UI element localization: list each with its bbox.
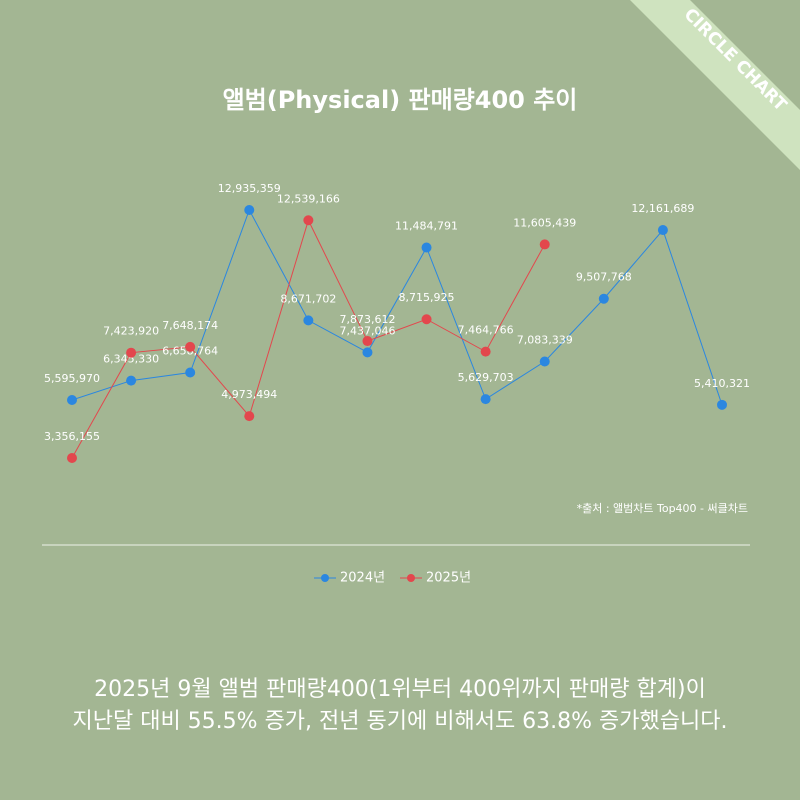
data-label: 7,648,174 [162, 319, 218, 332]
data-point [126, 347, 137, 358]
data-label: 9,507,768 [576, 271, 632, 284]
legend-label: 2024년 [340, 571, 385, 586]
source-note: *출처 : 앨범차트 Top400 - 써클차트 [577, 502, 748, 515]
data-point [362, 347, 373, 358]
data-point [717, 399, 727, 410]
data-label: 8,715,925 [399, 291, 455, 304]
data-label: 5,595,970 [44, 372, 100, 385]
data-point [185, 367, 196, 378]
data-label: 11,484,791 [395, 220, 458, 233]
corner-ribbon: CIRCLE CHART [630, 0, 800, 170]
data-label: 6,345,330 [103, 353, 159, 366]
series-line [71, 218, 546, 459]
data-label: 7,423,920 [103, 325, 159, 338]
data-label: 12,161,689 [631, 202, 694, 215]
data-label: 7,437,046 [339, 324, 395, 337]
data-point [303, 315, 314, 326]
data-point [480, 394, 491, 405]
data-label: 7,464,766 [458, 324, 514, 337]
legend-dot [407, 574, 415, 582]
data-label: 11,605,439 [513, 216, 576, 229]
data-point [67, 453, 77, 463]
data-point [421, 314, 432, 325]
data-label: 3,356,155 [44, 430, 100, 443]
data-point [421, 242, 432, 253]
data-point [539, 239, 550, 250]
data-label: 4,973,494 [221, 388, 277, 401]
caption-line: 2025년 9월 앨범 판매량400(1위부터 400위까지 판매량 합계)이 [94, 677, 706, 702]
data-point [303, 215, 314, 226]
data-label: 12,935,359 [218, 182, 281, 195]
data-point [362, 336, 373, 347]
data-label: 7,873,612 [339, 313, 395, 326]
series-line [71, 208, 723, 405]
data-point [185, 341, 196, 352]
data-point [657, 225, 668, 236]
data-label: 12,539,166 [277, 192, 340, 205]
data-point [244, 205, 255, 215]
data-label: 7,083,339 [517, 334, 573, 347]
legend-label: 2025년 [426, 571, 471, 586]
data-point [126, 375, 137, 386]
ribbon-band [630, 0, 800, 170]
data-label: 5,410,321 [694, 377, 750, 390]
data-label: 8,671,702 [280, 292, 336, 305]
data-point [480, 346, 491, 357]
data-point [598, 293, 609, 304]
data-point [67, 395, 77, 406]
legend-dot [321, 574, 329, 582]
data-point [244, 411, 255, 422]
caption-line: 지난달 대비 55.5% 증가, 전년 동기에 비해서도 63.8% 증가했습니… [73, 709, 728, 734]
chart-title: 앨범(Physical) 판매량400 추이 [223, 86, 578, 114]
data-point [539, 356, 550, 367]
data-label: 5,629,703 [458, 371, 514, 384]
